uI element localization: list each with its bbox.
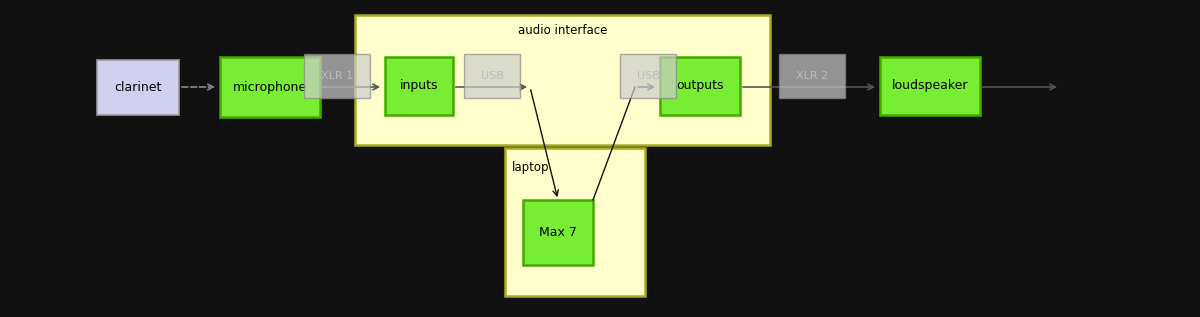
FancyBboxPatch shape: [220, 57, 320, 117]
FancyBboxPatch shape: [523, 200, 593, 265]
Text: laptop: laptop: [511, 161, 548, 174]
Text: clarinet: clarinet: [114, 81, 162, 94]
FancyBboxPatch shape: [385, 57, 454, 115]
Text: XLR 2: XLR 2: [796, 71, 828, 81]
Text: audio interface: audio interface: [518, 24, 607, 37]
Text: loudspeaker: loudspeaker: [892, 80, 968, 93]
FancyBboxPatch shape: [660, 57, 740, 115]
Text: microphone: microphone: [233, 81, 307, 94]
FancyBboxPatch shape: [355, 15, 770, 145]
FancyBboxPatch shape: [505, 148, 646, 296]
Text: USB: USB: [480, 71, 504, 81]
Text: inputs: inputs: [400, 80, 438, 93]
Text: XLR 1: XLR 1: [320, 71, 353, 81]
Text: outputs: outputs: [677, 80, 724, 93]
Text: USB: USB: [636, 71, 660, 81]
FancyBboxPatch shape: [97, 60, 179, 115]
FancyBboxPatch shape: [880, 57, 980, 115]
Text: Max 7: Max 7: [539, 226, 577, 239]
